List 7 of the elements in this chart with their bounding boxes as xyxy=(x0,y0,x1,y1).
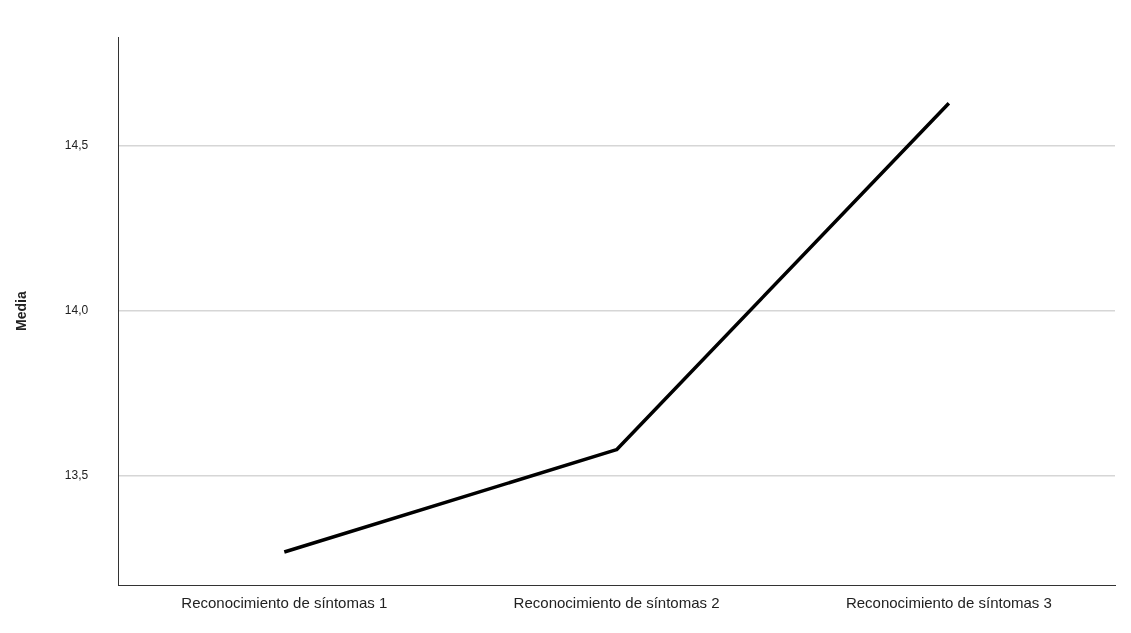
y-tick-label: 14,0 xyxy=(64,303,89,318)
y-tick-label: 13,5 xyxy=(64,468,89,483)
x-tick-label: Reconocimiento de síntomas 3 xyxy=(845,594,1052,612)
x-tick-label: Reconocimiento de síntomas 2 xyxy=(513,594,720,612)
y-axis-title: Media xyxy=(13,291,30,331)
x-tick-label: Reconocimiento de síntomas 1 xyxy=(181,594,388,612)
y-tick-label: 14,5 xyxy=(64,138,89,153)
